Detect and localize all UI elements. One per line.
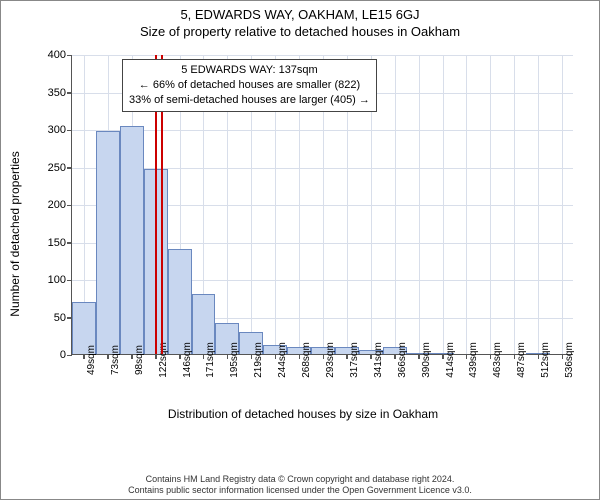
ytick-label: 50	[54, 312, 66, 324]
footer-line-2: Contains public sector information licen…	[1, 485, 599, 497]
histogram-bar	[168, 249, 192, 354]
gridline-v	[490, 55, 491, 354]
ytick-label: 250	[48, 162, 66, 174]
callout-line-1: 5 EDWARDS WAY: 137sqm	[129, 63, 370, 78]
xtick-label: 439sqm	[466, 342, 479, 378]
plot-area: 05010015020025030035040049sqm73sqm98sqm1…	[71, 55, 573, 355]
chart-container: 5, EDWARDS WAY, OAKHAM, LE15 6GJ Size of…	[0, 0, 600, 500]
gridline-v	[395, 55, 396, 354]
x-axis-label: Distribution of detached houses by size …	[168, 407, 438, 421]
ytick-label: 150	[48, 237, 66, 249]
gridline-v	[538, 55, 539, 354]
gridline-v	[562, 55, 563, 354]
gridline-v	[443, 55, 444, 354]
footer-attribution: Contains HM Land Registry data © Crown c…	[1, 474, 599, 497]
histogram-bar	[120, 126, 144, 354]
callout-line-2: ← 66% of detached houses are smaller (82…	[129, 78, 370, 93]
ytick-mark	[67, 280, 72, 282]
chart-subtitle: Size of property relative to detached ho…	[1, 24, 599, 39]
ytick-label: 100	[48, 274, 66, 286]
xtick-label: 463sqm	[490, 342, 503, 378]
footer-line-1: Contains HM Land Registry data © Crown c…	[1, 474, 599, 486]
ytick-label: 0	[60, 349, 66, 361]
y-axis-label: Number of detached properties	[8, 151, 22, 316]
ytick-mark	[67, 205, 72, 207]
ytick-label: 200	[48, 199, 66, 211]
ytick-mark	[67, 167, 72, 169]
ytick-label: 300	[48, 124, 66, 136]
page-title: 5, EDWARDS WAY, OAKHAM, LE15 6GJ	[1, 7, 599, 22]
ytick-label: 350	[48, 87, 66, 99]
ytick-mark	[67, 355, 72, 357]
xtick-label: 487sqm	[514, 342, 527, 378]
histogram-bar	[96, 131, 120, 354]
xtick-label: 512sqm	[538, 342, 551, 378]
ytick-mark	[67, 92, 72, 94]
ytick-mark	[67, 242, 72, 244]
ytick-label: 400	[48, 49, 66, 61]
xtick-label: 317sqm	[347, 342, 360, 378]
reference-callout: 5 EDWARDS WAY: 137sqm ← 66% of detached …	[122, 59, 377, 112]
xtick-label: 414sqm	[443, 342, 456, 378]
gridline-v	[466, 55, 467, 354]
gridline-v	[514, 55, 515, 354]
ytick-mark	[67, 55, 72, 57]
ytick-mark	[67, 130, 72, 132]
xtick-label: 390sqm	[419, 342, 432, 378]
chart-area: Number of detached properties 0501001502…	[23, 49, 583, 419]
gridline-v	[419, 55, 420, 354]
xtick-label: 366sqm	[395, 342, 408, 378]
xtick-label: 536sqm	[562, 342, 575, 378]
callout-line-3: 33% of semi-detached houses are larger (…	[129, 93, 370, 108]
